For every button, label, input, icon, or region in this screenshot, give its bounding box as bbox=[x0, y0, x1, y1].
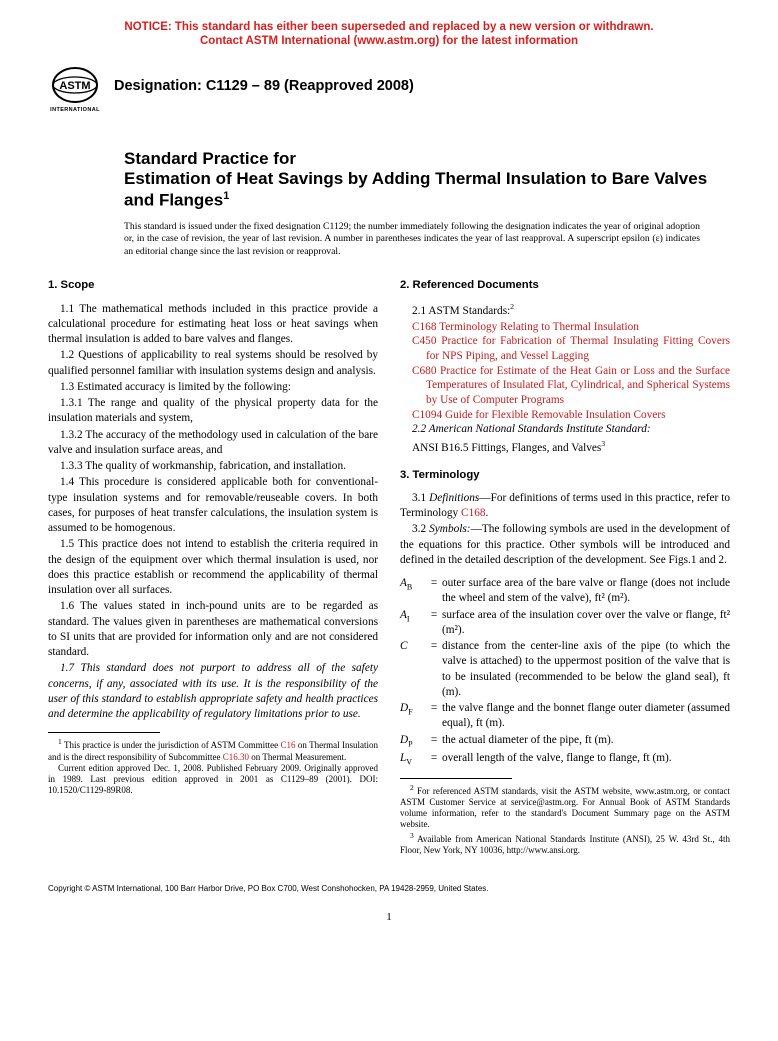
para-1-2: 1.2 Questions of applicability to real s… bbox=[48, 348, 378, 379]
astm-logo: ASTM INTERNATIONAL bbox=[48, 63, 102, 113]
sym-row-AI: AI = surface area of the insulation cove… bbox=[400, 608, 730, 639]
copyright: Copyright © ASTM International, 100 Barr… bbox=[48, 884, 730, 893]
ref-c1094: C1094 Guide for Flexible Removable Insul… bbox=[400, 408, 730, 423]
header-row: ASTM INTERNATIONAL Designation: C1129 – … bbox=[48, 63, 730, 113]
footnote-rule-right bbox=[400, 778, 512, 779]
p2-1-text: 2.1 ASTM Standards: bbox=[412, 304, 510, 316]
sym-row-AB: AB = outer surface area of the bare valv… bbox=[400, 576, 730, 607]
fn1-link-c16[interactable]: C16 bbox=[280, 740, 295, 750]
title-main-text: Estimation of Heat Savings by Adding The… bbox=[124, 169, 707, 209]
notice-banner: NOTICE: This standard has either been su… bbox=[48, 20, 730, 49]
sym-row-DF: DF = the valve flange and the bonnet fla… bbox=[400, 701, 730, 732]
fn1-a: This practice is under the jurisdiction … bbox=[62, 740, 281, 750]
para-2-2: 2.2 American National Standards Institut… bbox=[400, 422, 730, 437]
page: NOTICE: This standard has either been su… bbox=[0, 0, 778, 943]
page-number: 1 bbox=[48, 911, 730, 923]
ref-c168: C168 Terminology Relating to Thermal Ins… bbox=[400, 320, 730, 335]
link-c168-inline[interactable]: C168 bbox=[461, 507, 485, 519]
para-1-3-1: 1.3.1 The range and quality of the physi… bbox=[48, 396, 378, 427]
footnote-2: 2 For referenced ASTM standards, visit t… bbox=[400, 783, 730, 831]
ref-c450: C450 Practice for Fabrication of Thermal… bbox=[400, 334, 730, 363]
left-column: 1. Scope 1.1 The mathematical methods in… bbox=[48, 278, 378, 856]
fn1-c: on Thermal Measurement. bbox=[249, 752, 346, 762]
p2-2b-sup: 3 bbox=[601, 439, 605, 448]
ref-c168-link[interactable]: C168 Terminology Relating to Thermal Ins… bbox=[412, 321, 639, 333]
ref-c680: C680 Practice for Estimate of the Heat G… bbox=[400, 364, 730, 408]
para-1-3-3: 1.3.3 The quality of workmanship, fabric… bbox=[48, 459, 378, 474]
para-3-2: 3.2 Symbols:—The following symbols are u… bbox=[400, 522, 730, 568]
notice-line-2: Contact ASTM International (www.astm.org… bbox=[200, 35, 578, 47]
symbol-table: AB = outer surface area of the bare valv… bbox=[400, 576, 730, 768]
p2-1-sup: 2 bbox=[510, 302, 514, 311]
footnotes-right: 2 For referenced ASTM standards, visit t… bbox=[400, 783, 730, 857]
para-1-5: 1.5 This practice does not intend to est… bbox=[48, 537, 378, 598]
title-block: Standard Practice for Estimation of Heat… bbox=[124, 149, 730, 211]
footnote-rule-left bbox=[48, 732, 160, 733]
ref-c680-link[interactable]: C680 Practice for Estimate of the Heat G… bbox=[412, 365, 730, 406]
footnote-1: 1 This practice is under the jurisdictio… bbox=[48, 737, 378, 763]
section-3-head: 3. Terminology bbox=[400, 468, 730, 483]
columns: 1. Scope 1.1 The mathematical methods in… bbox=[48, 278, 730, 856]
section-2-head: 2. Referenced Documents bbox=[400, 278, 730, 293]
designation: Designation: C1129 – 89 (Reapproved 2008… bbox=[114, 78, 414, 94]
footnotes-left: 1 This practice is under the jurisdictio… bbox=[48, 737, 378, 796]
right-column: 2. Referenced Documents 2.1 ASTM Standar… bbox=[400, 278, 730, 856]
title-superscript: 1 bbox=[223, 190, 229, 202]
para-1-3: 1.3 Estimated accuracy is limited by the… bbox=[48, 380, 378, 395]
issuance-note: This standard is issued under the fixed … bbox=[124, 221, 700, 259]
sym-row-C: C = distance from the center-line axis o… bbox=[400, 639, 730, 700]
section-1-head: 1. Scope bbox=[48, 278, 378, 293]
title-pre: Standard Practice for bbox=[124, 149, 730, 169]
fn1-link-c1630[interactable]: C16.30 bbox=[223, 752, 249, 762]
ref-c1094-link[interactable]: C1094 Guide for Flexible Removable Insul… bbox=[412, 409, 666, 421]
sym-row-DP: DP = the actual diameter of the pipe, ft… bbox=[400, 733, 730, 750]
para-2-1: 2.1 ASTM Standards:2 bbox=[400, 302, 730, 319]
para-3-1: 3.1 Definitions—For definitions of terms… bbox=[400, 491, 730, 522]
footnote-1-cont: Current edition approved Dec. 1, 2008. P… bbox=[48, 763, 378, 797]
p2-2b-text: ANSI B16.5 Fittings, Flanges, and Valves bbox=[412, 441, 601, 453]
ref-c450-link[interactable]: C450 Practice for Fabrication of Thermal… bbox=[412, 335, 730, 362]
para-1-7: 1.7 This standard does not purport to ad… bbox=[48, 661, 378, 722]
para-1-6: 1.6 The values stated in inch-pound unit… bbox=[48, 599, 378, 660]
para-1-3-2: 1.3.2 The accuracy of the methodology us… bbox=[48, 428, 378, 459]
para-1-4: 1.4 This procedure is considered applica… bbox=[48, 475, 378, 536]
title-main: Estimation of Heat Savings by Adding The… bbox=[124, 169, 730, 210]
svg-text:INTERNATIONAL: INTERNATIONAL bbox=[50, 107, 100, 113]
svg-text:ASTM: ASTM bbox=[59, 80, 90, 92]
para-2-2b: ANSI B16.5 Fittings, Flanges, and Valves… bbox=[400, 439, 730, 456]
para-1-1: 1.1 The mathematical methods included in… bbox=[48, 302, 378, 348]
footnote-3: 3 Available from American National Stand… bbox=[400, 831, 730, 857]
sym-row-LV: LV = overall length of the valve, flange… bbox=[400, 751, 730, 768]
notice-line-1: NOTICE: This standard has either been su… bbox=[124, 21, 653, 33]
